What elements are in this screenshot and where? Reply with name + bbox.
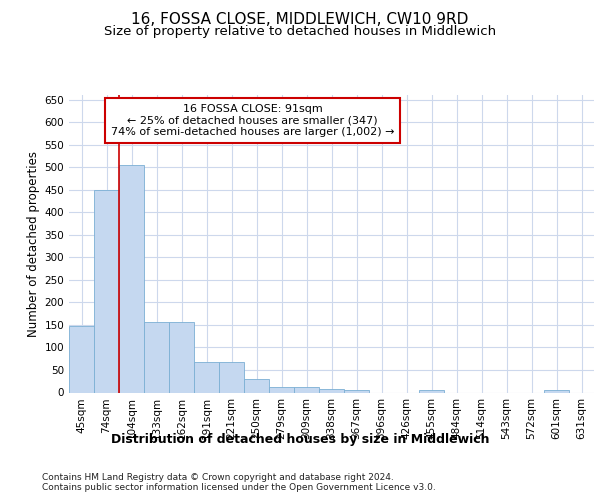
Bar bbox=[294, 386, 319, 392]
Bar bbox=[219, 362, 244, 392]
Bar bbox=[94, 190, 119, 392]
Bar bbox=[244, 379, 269, 392]
Bar bbox=[344, 390, 369, 392]
Bar bbox=[269, 386, 294, 392]
Text: Contains HM Land Registry data © Crown copyright and database right 2024.
Contai: Contains HM Land Registry data © Crown c… bbox=[42, 472, 436, 492]
Bar bbox=[319, 389, 344, 392]
Bar bbox=[119, 165, 144, 392]
Text: Distribution of detached houses by size in Middlewich: Distribution of detached houses by size … bbox=[111, 432, 489, 446]
Bar bbox=[544, 390, 569, 392]
Bar bbox=[69, 326, 94, 392]
Text: Size of property relative to detached houses in Middlewich: Size of property relative to detached ho… bbox=[104, 25, 496, 38]
Text: 16 FOSSA CLOSE: 91sqm
← 25% of detached houses are smaller (347)
74% of semi-det: 16 FOSSA CLOSE: 91sqm ← 25% of detached … bbox=[111, 104, 395, 137]
Text: 16, FOSSA CLOSE, MIDDLEWICH, CW10 9RD: 16, FOSSA CLOSE, MIDDLEWICH, CW10 9RD bbox=[131, 12, 469, 28]
Y-axis label: Number of detached properties: Number of detached properties bbox=[27, 151, 40, 337]
Bar bbox=[144, 322, 169, 392]
Bar bbox=[169, 322, 194, 392]
Bar bbox=[194, 362, 219, 392]
Bar bbox=[419, 390, 444, 392]
